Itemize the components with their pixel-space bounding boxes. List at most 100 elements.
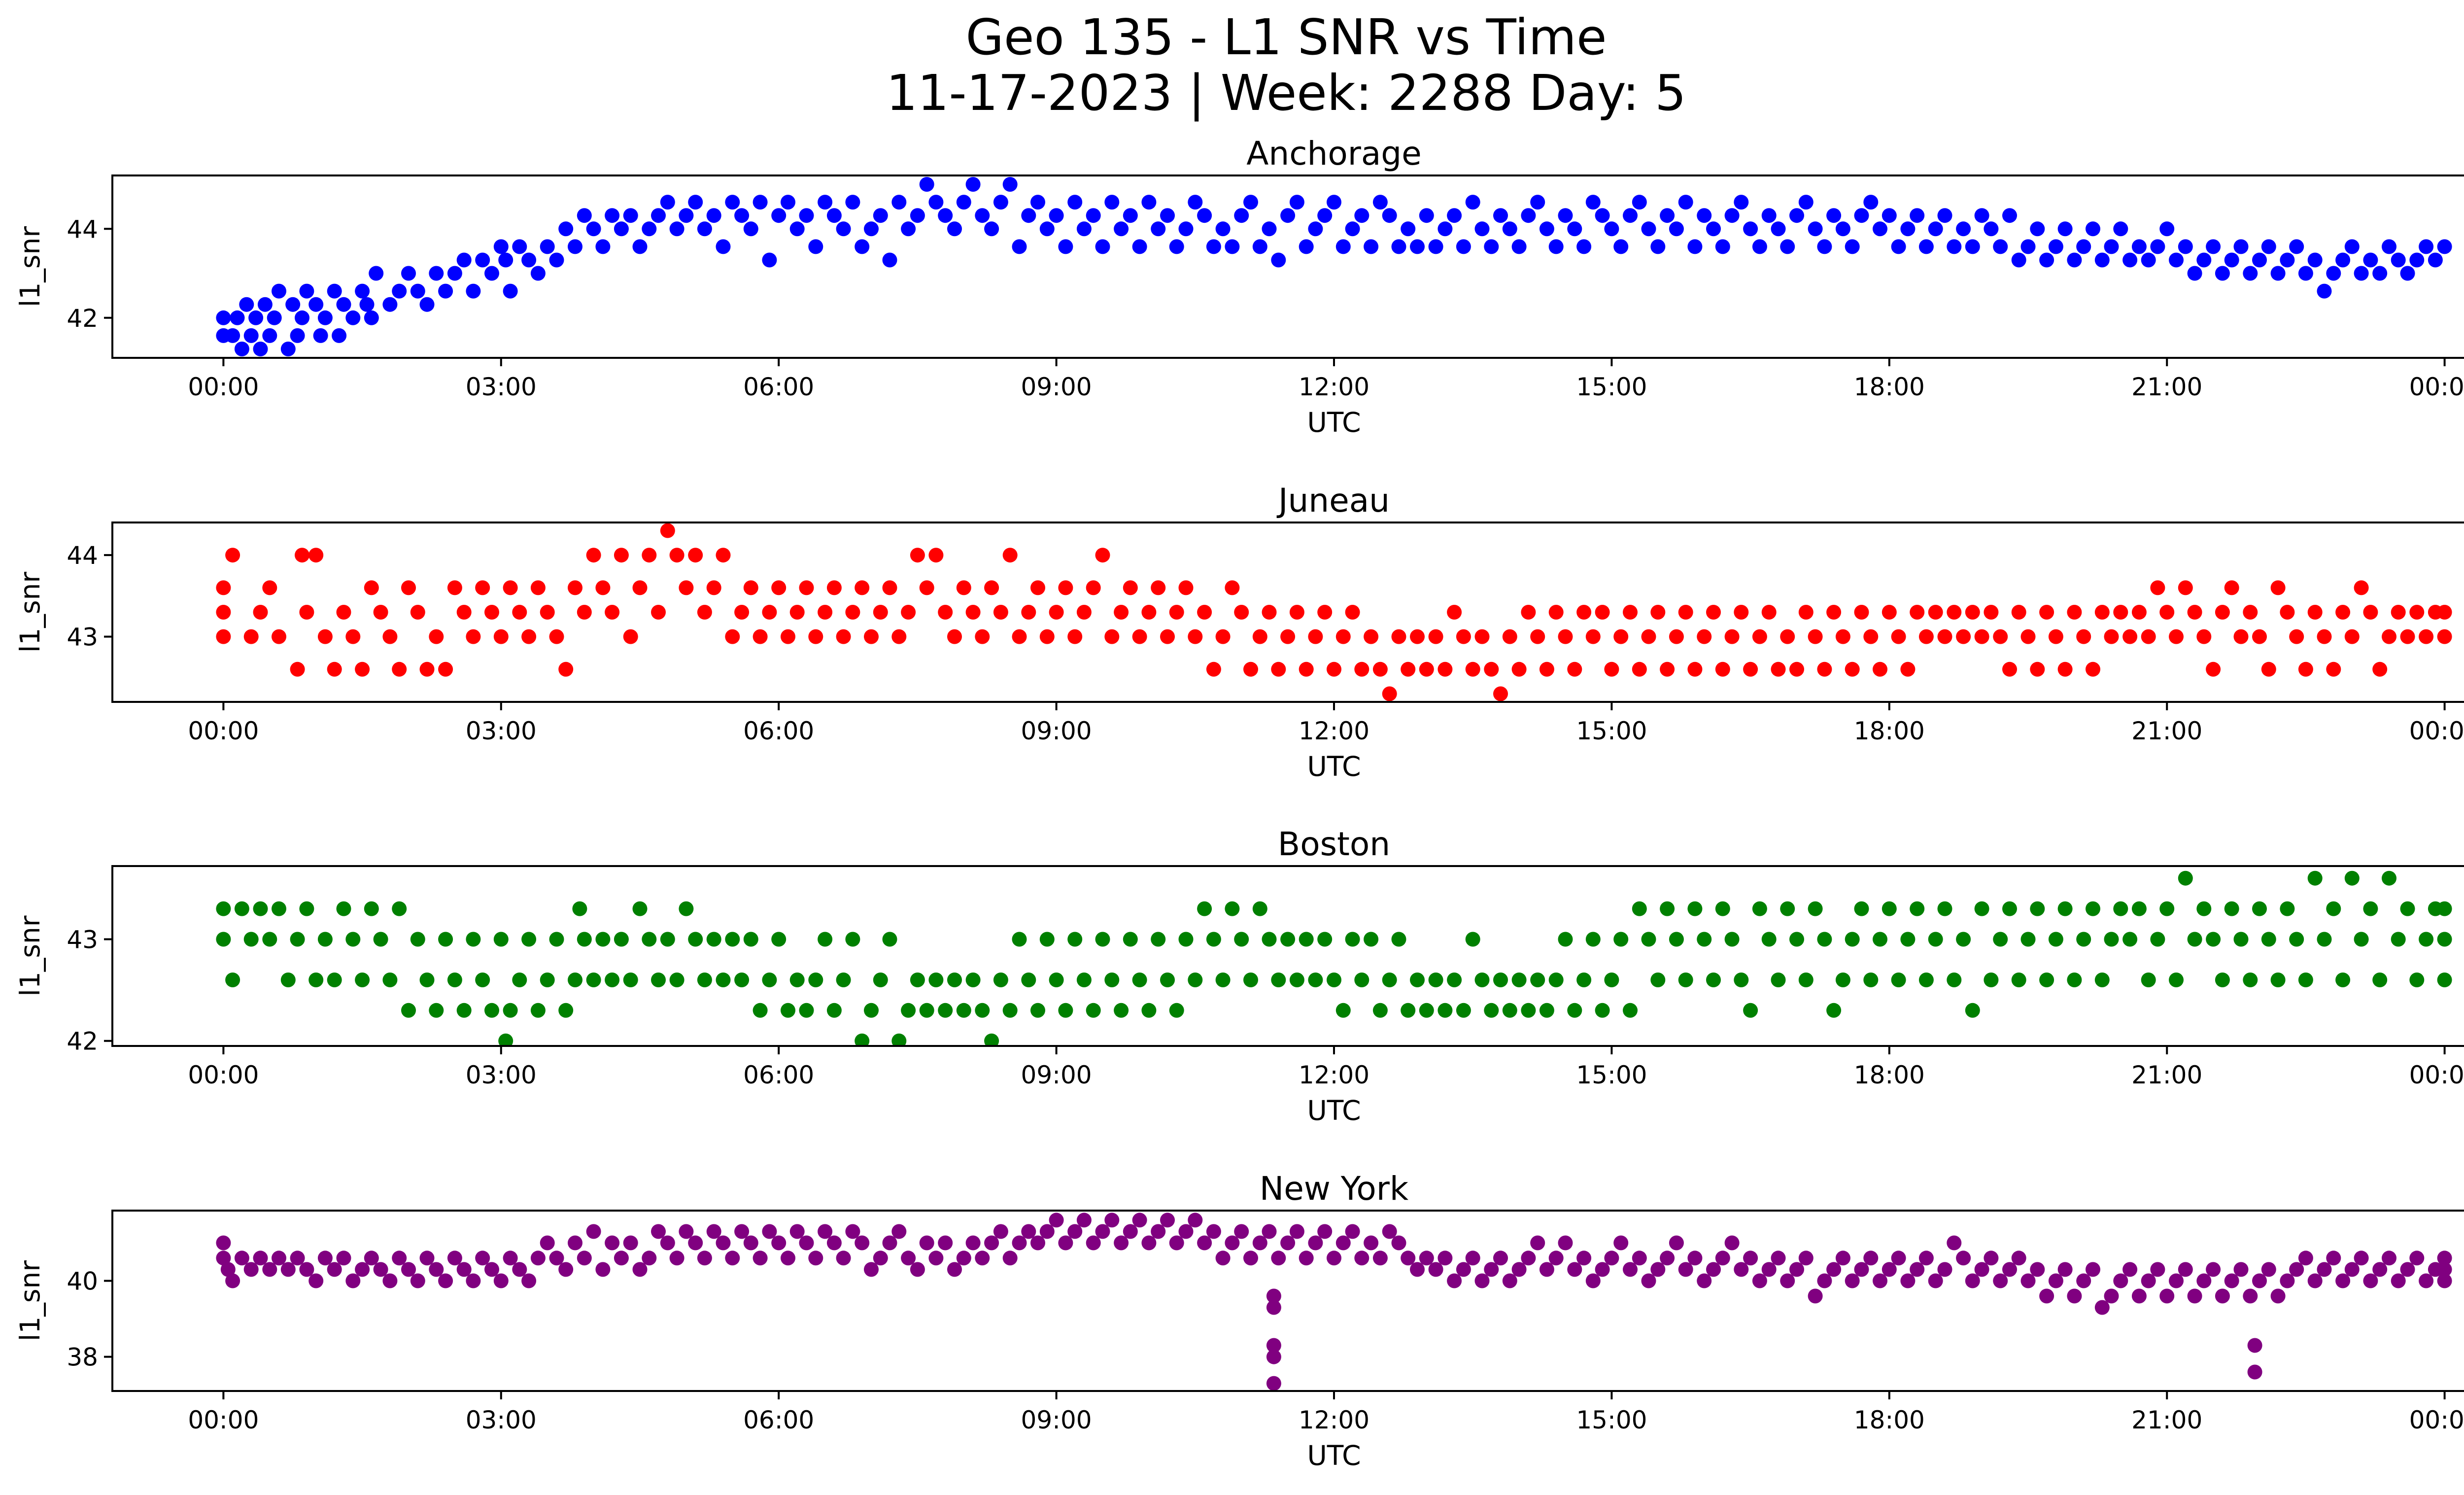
data-point xyxy=(781,1003,795,1018)
data-point xyxy=(2391,1273,2406,1288)
x-tick-label: 06:00 xyxy=(743,373,814,401)
data-point xyxy=(975,208,990,223)
data-point xyxy=(1780,1273,1795,1288)
data-point xyxy=(1095,1224,1110,1239)
data-point xyxy=(1289,1224,1304,1239)
data-point xyxy=(1567,661,1582,677)
data-point xyxy=(781,629,795,644)
data-point xyxy=(2400,266,2415,281)
data-point xyxy=(642,932,657,947)
data-point xyxy=(1576,973,1592,987)
data-point xyxy=(2048,629,2063,644)
data-point xyxy=(1947,1235,1962,1251)
data-point xyxy=(558,661,574,677)
data-point xyxy=(781,195,795,210)
data-point xyxy=(855,239,870,254)
data-point xyxy=(679,901,694,916)
data-point xyxy=(1891,629,1906,644)
data-point xyxy=(595,932,611,947)
data-point xyxy=(345,1273,361,1288)
data-point xyxy=(1335,1003,1351,1018)
data-point xyxy=(1873,932,1887,947)
data-point xyxy=(1548,973,1564,987)
data-point xyxy=(1761,932,1777,947)
data-point xyxy=(1724,629,1740,644)
data-point xyxy=(1891,973,1906,987)
data-point xyxy=(605,1235,620,1251)
data-point xyxy=(2363,901,2378,916)
data-point xyxy=(2150,1262,2165,1277)
data-point xyxy=(2382,870,2396,886)
data-point xyxy=(359,297,375,312)
data-point xyxy=(2206,661,2221,677)
data-point xyxy=(956,195,971,210)
data-point xyxy=(1910,1262,1925,1277)
data-point xyxy=(345,932,361,947)
data-point xyxy=(2094,1300,2110,1315)
data-point xyxy=(1104,1213,1120,1228)
data-point xyxy=(1826,208,1842,223)
x-tick-label: 15:00 xyxy=(1576,373,1647,401)
data-point xyxy=(1474,629,1490,644)
data-point xyxy=(910,973,925,987)
data-point xyxy=(1372,661,1388,677)
data-point xyxy=(1086,1235,1101,1251)
data-point xyxy=(928,195,944,210)
x-tick-label: 03:00 xyxy=(466,717,537,745)
data-point xyxy=(993,973,1008,987)
data-point xyxy=(2122,932,2138,947)
data-point xyxy=(605,605,620,620)
data-point xyxy=(2094,973,2110,987)
data-point xyxy=(2104,1288,2119,1304)
data-point xyxy=(1835,1251,1850,1266)
data-point xyxy=(1502,629,1517,644)
data-point xyxy=(1030,580,1045,595)
data-point xyxy=(1169,605,1184,620)
data-point xyxy=(725,932,740,947)
data-point xyxy=(2344,239,2360,254)
data-point xyxy=(1585,932,1601,947)
data-point xyxy=(2131,605,2147,620)
data-point xyxy=(1993,1273,2008,1288)
data-point xyxy=(392,901,407,916)
data-point xyxy=(1188,973,1203,987)
data-point xyxy=(2169,252,2184,268)
x-tick-label: 03:00 xyxy=(466,373,537,401)
data-point xyxy=(2122,1262,2138,1277)
data-point xyxy=(706,1224,721,1239)
data-point xyxy=(2030,221,2045,237)
x-tick-label: 09:00 xyxy=(1021,1061,1092,1089)
data-point xyxy=(1234,208,1249,223)
data-point xyxy=(1724,1235,1740,1251)
data-point xyxy=(1188,195,1203,210)
data-point xyxy=(475,580,490,595)
data-point xyxy=(1539,221,1554,237)
data-point xyxy=(1039,932,1055,947)
data-point xyxy=(1141,195,1157,210)
data-point xyxy=(220,1262,236,1277)
data-point xyxy=(2335,973,2351,987)
y-tick-label: 40 xyxy=(67,1267,98,1296)
x-tick-label: 00:00 xyxy=(2409,717,2464,745)
data-point xyxy=(1104,973,1120,987)
data-point xyxy=(540,239,555,254)
data-point xyxy=(1752,901,1767,916)
data-point xyxy=(1447,605,1462,620)
data-point xyxy=(558,1262,574,1277)
data-point xyxy=(1391,1235,1406,1251)
data-point xyxy=(642,548,657,563)
data-point xyxy=(1604,973,1619,987)
data-point xyxy=(799,1003,814,1018)
data-point xyxy=(364,580,379,595)
data-point xyxy=(2224,1273,2239,1288)
data-point xyxy=(1335,629,1351,644)
data-point xyxy=(1012,239,1027,254)
data-point xyxy=(419,661,435,677)
data-point xyxy=(2104,932,2119,947)
data-point xyxy=(679,1224,694,1239)
data-point xyxy=(1058,580,1073,595)
data-point xyxy=(1095,932,1110,947)
data-point xyxy=(1447,1273,1462,1288)
data-point xyxy=(1215,1251,1231,1266)
data-point xyxy=(753,195,768,210)
